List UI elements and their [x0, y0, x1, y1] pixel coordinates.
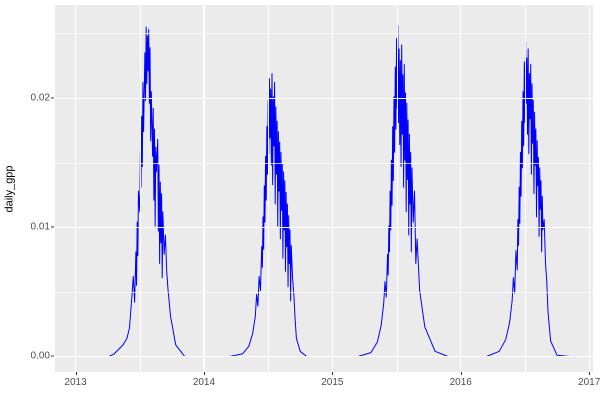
gridline-major-horizontal	[55, 226, 593, 228]
gridline-major-vertical	[460, 5, 462, 372]
x-axis-tick-mark	[589, 372, 591, 375]
gridline-minor-vertical	[139, 5, 141, 372]
y-axis-tick-labels: 0.00 0.01 0.02	[20, 0, 50, 378]
x-axis-tick-mark	[332, 372, 334, 375]
gridline-major-vertical	[203, 5, 205, 372]
x-axis-tick-mark	[203, 372, 205, 375]
x-axis-tick-mark	[75, 372, 77, 375]
gridline-minor-horizontal	[55, 162, 593, 164]
gridline-major-vertical	[75, 5, 77, 372]
y-axis-tick-mark	[51, 97, 54, 99]
x-axis-tick-mark	[460, 372, 462, 375]
plot-panel	[55, 5, 593, 372]
x-axis: 2013 2014 2015 2016 2017	[55, 372, 600, 400]
gridline-minor-horizontal	[55, 291, 593, 293]
y-axis-title: daily_gpp	[0, 0, 20, 378]
x-axis-tick-label: 2014	[192, 377, 216, 388]
gridline-minor-vertical	[524, 5, 526, 372]
y-axis-title-text: daily_gpp	[4, 165, 16, 213]
x-axis-tick-label: 2016	[449, 377, 472, 388]
x-axis-tick-label: 2013	[64, 377, 87, 388]
gridline-major-horizontal	[55, 97, 593, 99]
y-axis-tick-mark	[51, 355, 54, 357]
x-axis-tick-label: 2015	[321, 377, 344, 388]
gridline-major-horizontal	[55, 355, 593, 358]
data-series-layer	[55, 5, 593, 372]
gridline-major-vertical	[588, 5, 590, 372]
series-line-daily-gpp	[55, 26, 593, 357]
y-axis-tick-label: 0.01	[30, 221, 50, 233]
gridline-major-vertical	[331, 5, 333, 372]
x-axis-tick-label: 2017	[578, 377, 600, 388]
y-axis-tick-label: 0.02	[30, 92, 50, 104]
gridline-minor-vertical	[396, 5, 398, 372]
y-axis-tick-mark	[51, 226, 54, 228]
y-axis-tick-label: 0.00	[30, 350, 50, 362]
gridline-minor-horizontal	[55, 33, 593, 35]
gridline-minor-vertical	[268, 5, 269, 372]
